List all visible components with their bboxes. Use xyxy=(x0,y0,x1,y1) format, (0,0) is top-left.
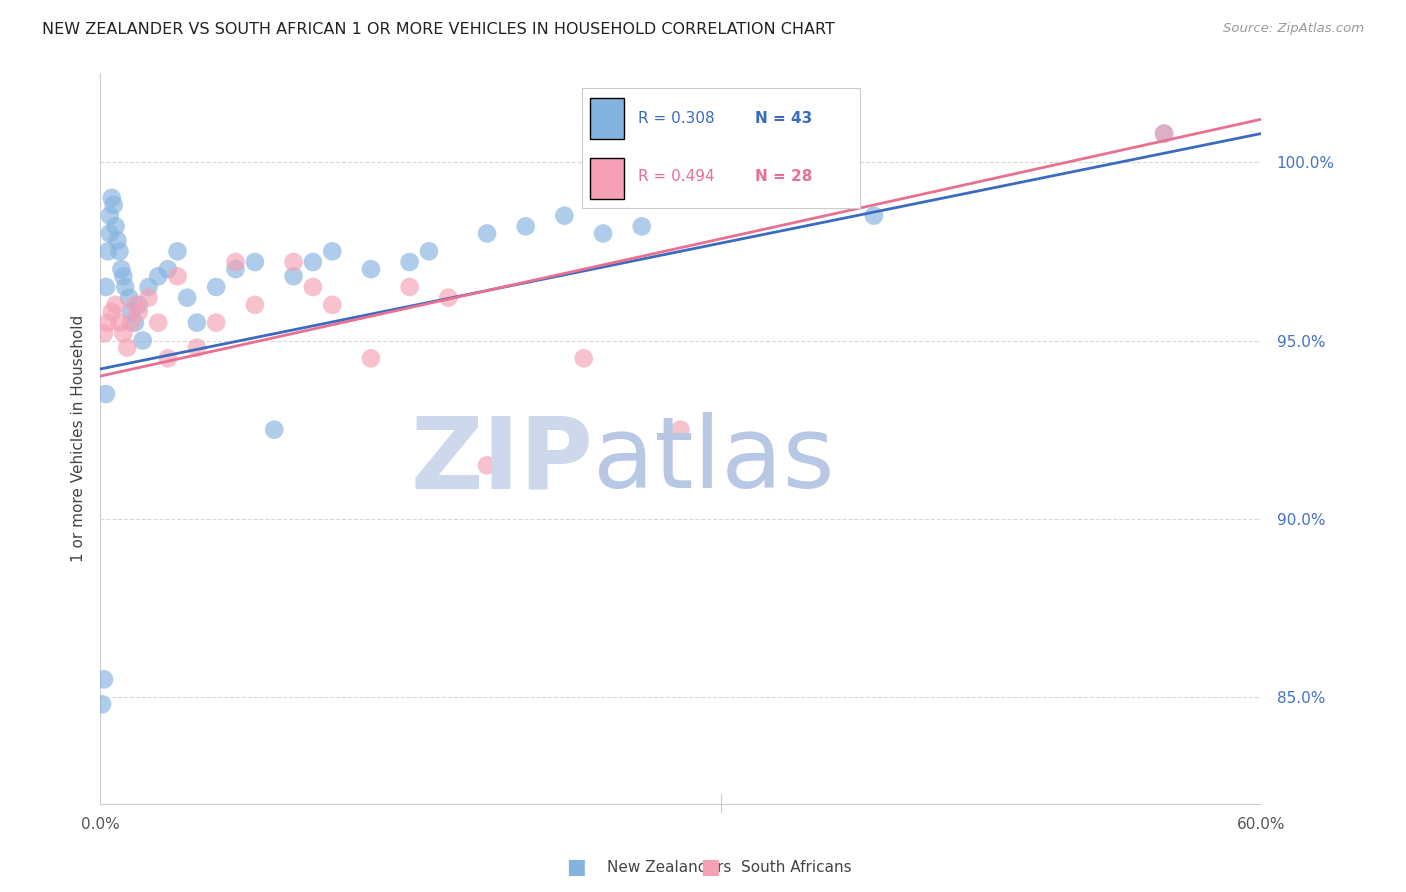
Point xyxy=(398,280,420,294)
Point xyxy=(104,219,127,234)
Point xyxy=(103,198,125,212)
Point xyxy=(1153,127,1175,141)
Point xyxy=(93,326,115,341)
Point xyxy=(128,305,150,319)
Point xyxy=(176,291,198,305)
Point xyxy=(475,227,498,241)
Point xyxy=(114,280,136,294)
Point xyxy=(124,316,146,330)
Point xyxy=(205,280,228,294)
Point xyxy=(112,326,135,341)
Point xyxy=(104,298,127,312)
Text: NEW ZEALANDER VS SOUTH AFRICAN 1 OR MORE VEHICLES IN HOUSEHOLD CORRELATION CHART: NEW ZEALANDER VS SOUTH AFRICAN 1 OR MORE… xyxy=(42,22,835,37)
Point xyxy=(93,673,115,687)
Point xyxy=(225,262,247,277)
Point xyxy=(360,262,382,277)
Point xyxy=(110,262,132,277)
Text: ■: ■ xyxy=(700,857,720,877)
Point xyxy=(108,316,131,330)
Point xyxy=(669,423,692,437)
Point xyxy=(592,227,614,241)
Point xyxy=(475,458,498,473)
Point xyxy=(138,280,160,294)
Point xyxy=(321,244,343,259)
Point xyxy=(146,269,169,284)
Point xyxy=(186,316,208,330)
Point xyxy=(131,334,153,348)
Point xyxy=(283,255,305,269)
Point xyxy=(1153,127,1175,141)
Point xyxy=(97,316,120,330)
Point xyxy=(156,262,179,277)
Point xyxy=(283,269,305,284)
Point xyxy=(94,280,117,294)
Point xyxy=(205,316,228,330)
Point xyxy=(630,219,652,234)
Text: ZIP: ZIP xyxy=(411,412,593,509)
Text: ■: ■ xyxy=(567,857,586,877)
Text: atlas: atlas xyxy=(593,412,835,509)
Point xyxy=(360,351,382,366)
Point xyxy=(243,298,266,312)
Text: New Zealanders: New Zealanders xyxy=(607,860,731,874)
Point xyxy=(94,387,117,401)
Point xyxy=(115,341,138,355)
Point xyxy=(553,209,575,223)
Point xyxy=(186,341,208,355)
Point xyxy=(118,291,141,305)
Point xyxy=(91,698,114,712)
Point xyxy=(138,291,160,305)
Point xyxy=(515,219,537,234)
Point xyxy=(107,234,129,248)
Point xyxy=(100,191,122,205)
Point xyxy=(863,209,886,223)
Point xyxy=(97,244,120,259)
Point xyxy=(166,269,188,284)
Point xyxy=(98,227,121,241)
Point xyxy=(263,423,285,437)
Point xyxy=(156,351,179,366)
Point xyxy=(225,255,247,269)
Point xyxy=(437,291,460,305)
Text: Source: ZipAtlas.com: Source: ZipAtlas.com xyxy=(1223,22,1364,36)
Point xyxy=(100,305,122,319)
Point xyxy=(98,209,121,223)
Point xyxy=(120,316,142,330)
Point xyxy=(128,298,150,312)
Text: South Africans: South Africans xyxy=(741,860,852,874)
Point xyxy=(243,255,266,269)
Point xyxy=(112,269,135,284)
Point xyxy=(321,298,343,312)
Point xyxy=(572,351,595,366)
Point xyxy=(302,255,325,269)
Point xyxy=(166,244,188,259)
Point xyxy=(418,244,440,259)
Point xyxy=(124,298,146,312)
Point xyxy=(398,255,420,269)
Point xyxy=(146,316,169,330)
Point xyxy=(108,244,131,259)
Point xyxy=(302,280,325,294)
Point xyxy=(120,305,142,319)
Y-axis label: 1 or more Vehicles in Household: 1 or more Vehicles in Household xyxy=(72,315,86,562)
